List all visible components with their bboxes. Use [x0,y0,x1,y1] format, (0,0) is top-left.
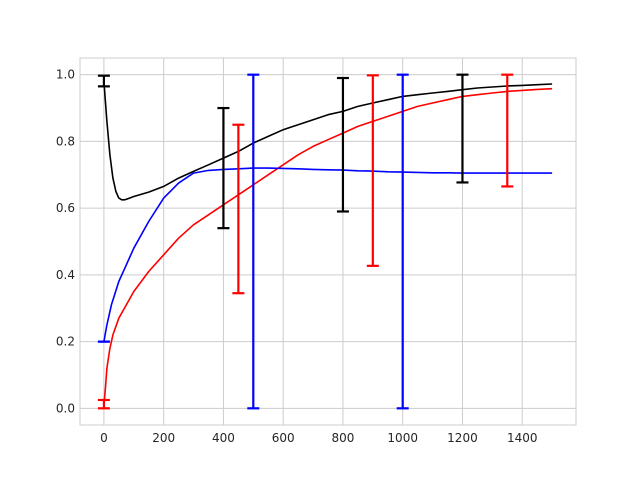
y-tick-labels: 0.0 0.2 0.4 0.6 0.8 1.0 [56,68,75,416]
errorbar [336,76,349,213]
series-layer [103,81,553,406]
x-tick-labels: 0 200 400 600 800 1000 1200 1400 [100,431,537,445]
x-tick-label: 600 [272,431,295,445]
x-tick-label: 800 [331,431,354,445]
x-tick-label: 400 [212,431,235,445]
y-tick-label: 0.0 [56,401,75,415]
errorbar [232,123,245,295]
series-line-2 [103,167,553,342]
y-tick-label: 0.2 [56,335,75,349]
errorbar [97,74,110,88]
x-tick-label: 1400 [507,431,538,445]
series-line-0 [103,81,553,201]
plot-frame [79,57,577,426]
errorbar [97,398,110,410]
errorbar [456,73,469,184]
y-tick-label: 0.4 [56,268,75,282]
x-tick-label: 0 [100,431,108,445]
errorbar [217,106,230,230]
x-tick-label: 200 [152,431,175,445]
errorbar [396,73,409,410]
x-tick-label: 1200 [447,431,478,445]
y-tick-label: 0.6 [56,201,75,215]
y-tick-label: 0.8 [56,134,75,148]
series-line-1 [103,87,553,406]
x-tick-label: 1000 [387,431,418,445]
y-tick-label: 1.0 [56,68,75,82]
errorbar [501,73,514,188]
errorbar-layer [97,73,514,410]
errorbar [366,74,379,267]
errorbar [247,73,260,410]
